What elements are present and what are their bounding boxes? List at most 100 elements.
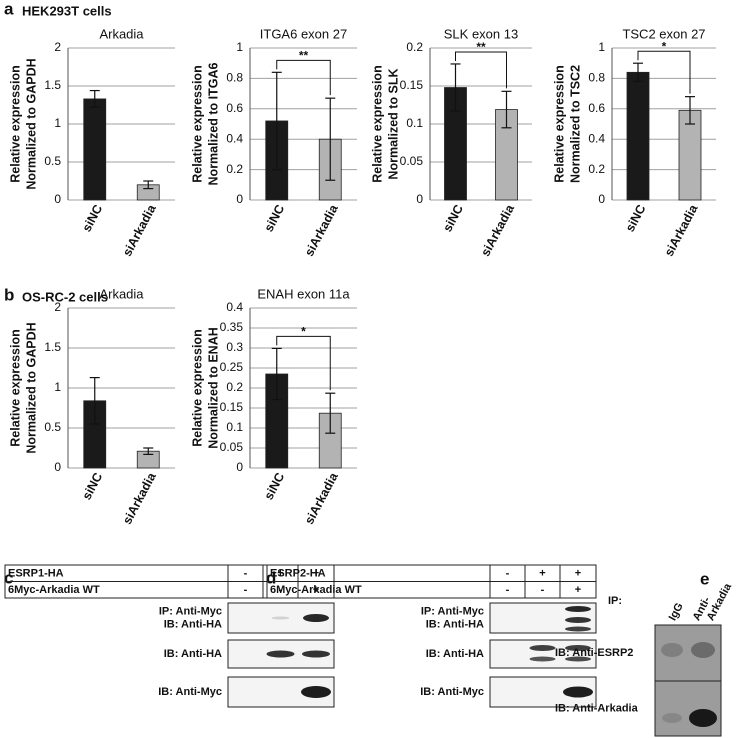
blot-band — [301, 686, 331, 698]
strip-label: IP: Anti-Myc — [159, 605, 222, 617]
y-tick-label: 0.15 — [220, 400, 244, 414]
significance-bracket — [276, 59, 331, 96]
y-tick-label: 1 — [598, 40, 605, 54]
y-axis-label: Normalized to GAPDH — [24, 58, 38, 189]
lane-sign: + — [313, 584, 319, 596]
y-axis-label: Relative expression — [552, 65, 566, 182]
y-tick-label: 0 — [416, 192, 423, 206]
y-tick-label: 0.5 — [44, 154, 61, 168]
blot-band — [691, 642, 715, 658]
lane-sign: + — [313, 567, 319, 579]
y-axis-label: Relative expression — [8, 329, 22, 446]
y-tick-label: 0.2 — [226, 162, 243, 176]
chart-title: SLK exon 13 — [444, 26, 518, 41]
significance-label: * — [301, 325, 306, 339]
y-axis-label: Normalized to GAPDH — [24, 322, 38, 453]
significance-bracket — [637, 50, 691, 94]
lane-sign: - — [506, 584, 510, 596]
lane-sign: - — [244, 584, 248, 596]
y-tick-label: 0.05 — [220, 440, 244, 454]
chart-title: Arkadia — [99, 286, 144, 301]
y-axis-label: Relative expression — [8, 65, 22, 182]
y-tick-label: 0 — [236, 460, 243, 474]
strip-label: IP: Anti-Myc — [421, 605, 484, 617]
lane-sign: - — [541, 584, 545, 596]
y-axis-label: Relative expression — [190, 329, 204, 446]
x-tick-label: siArkadia — [478, 201, 517, 258]
blot-band — [565, 606, 591, 612]
blot-strip — [654, 624, 722, 682]
chart-title: ITGA6 exon 27 — [260, 26, 347, 41]
x-tick-label: siNC — [80, 202, 106, 234]
blot-band — [529, 645, 556, 651]
y-tick-label: 0.2 — [588, 162, 605, 176]
lane-sign: - — [244, 567, 248, 579]
y-tick-label: 0.2 — [406, 40, 423, 54]
chart-title: Arkadia — [99, 26, 144, 41]
significance-label: ** — [476, 40, 486, 54]
blot-band — [529, 656, 556, 662]
y-tick-label: 0.8 — [226, 71, 243, 85]
x-tick-label: siNC — [262, 470, 288, 502]
y-tick-label: 1.5 — [44, 78, 61, 92]
strip-label: IB: Anti-HA — [426, 648, 484, 660]
y-axis-label: Normalized to ENAH — [206, 327, 220, 449]
y-tick-label: 0.15 — [400, 78, 424, 92]
lane-sign: - — [279, 584, 283, 596]
significance-label: * — [662, 39, 667, 53]
x-tick-label: siArkadia — [302, 201, 341, 258]
bar — [83, 98, 107, 201]
panel-letter: c — [4, 568, 13, 587]
panel-letter: b — [4, 285, 14, 304]
strip-label: IB: Anti-HA — [426, 618, 484, 630]
chart-title: TSC2 exon 27 — [622, 26, 705, 41]
blot-band — [266, 650, 295, 658]
strip-label: IB: Anti-Arkadia — [555, 702, 639, 714]
blot-strip — [489, 639, 597, 669]
blot-band — [565, 617, 591, 623]
lane-sign: + — [575, 584, 581, 596]
lane-sign: - — [506, 567, 510, 579]
blot-band — [661, 643, 683, 657]
y-tick-label: 0.5 — [44, 420, 61, 434]
y-tick-label: 0 — [598, 192, 605, 206]
x-tick-label: siNC — [262, 202, 288, 234]
significance-label: ** — [299, 48, 309, 62]
y-tick-label: 2 — [54, 300, 61, 314]
y-tick-label: 1 — [236, 40, 243, 54]
strip-label: IB: Anti-Myc — [158, 686, 222, 698]
x-tick-label: siArkadia — [120, 469, 159, 526]
x-tick-label: siArkadia — [662, 201, 701, 258]
x-tick-label: siNC — [80, 470, 106, 502]
lane-sign: + — [277, 567, 283, 579]
blot-strip — [654, 680, 722, 737]
y-tick-label: 1.5 — [44, 340, 61, 354]
y-axis-label: Relative expression — [370, 65, 384, 182]
strip-label: IB: Anti-HA — [164, 618, 222, 630]
y-tick-label: 0 — [236, 192, 243, 206]
y-tick-label: 2 — [54, 40, 61, 54]
chart-title: ENAH exon 11a — [257, 286, 350, 301]
y-tick-label: 0.4 — [226, 131, 243, 145]
y-tick-label: 0.4 — [226, 300, 243, 314]
strip-label: IB: Anti-ESRP2 — [555, 647, 633, 659]
x-tick-label: siArkadia — [302, 469, 341, 526]
lane-sign: + — [539, 567, 545, 579]
lane-label: IgG — [667, 601, 686, 623]
y-tick-label: 1 — [54, 116, 61, 130]
y-tick-label: 0.1 — [406, 116, 423, 130]
blot-band — [565, 645, 591, 651]
blot-band — [662, 713, 682, 723]
y-tick-label: 0.4 — [588, 131, 605, 145]
strip-label: IB: Anti-Myc — [420, 686, 484, 698]
y-tick-label: 0 — [54, 192, 61, 206]
condition-label: ESRP2-HA — [270, 567, 326, 579]
blot-band — [271, 616, 290, 620]
blot-band — [563, 686, 593, 698]
lane-sign: + — [575, 567, 581, 579]
y-tick-label: 1 — [54, 380, 61, 394]
y-axis-label: Normalized to SLK — [386, 68, 400, 179]
condition-label: 6Myc-Arkadia WT — [270, 584, 362, 596]
panel-letter: e — [700, 569, 709, 588]
